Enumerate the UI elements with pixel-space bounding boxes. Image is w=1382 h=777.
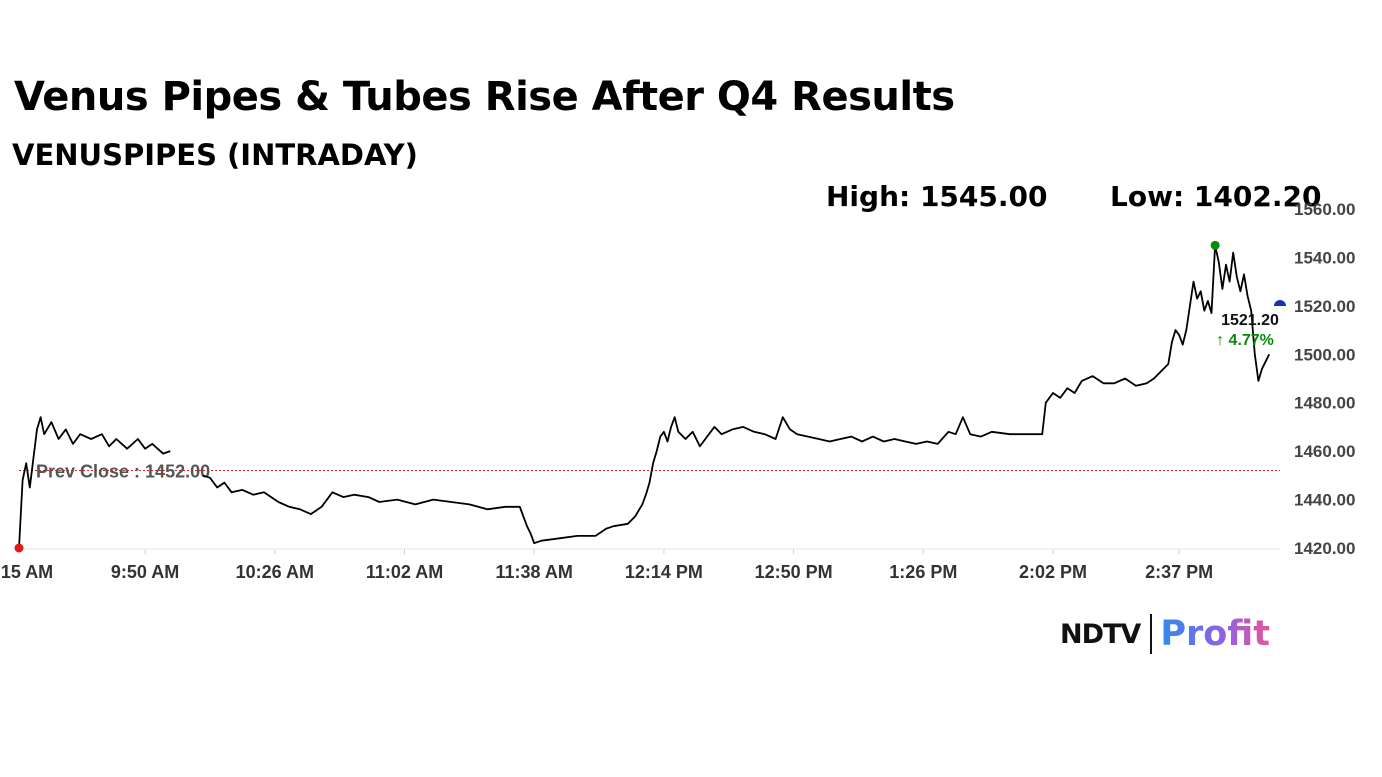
x-tick-label: 10:26 AM	[236, 562, 314, 582]
x-tick-label: 2:02 PM	[1019, 562, 1087, 582]
y-axis-ticks: 1560.00 1540.00 1520.00 1500.00 1480.00 1460.…	[1294, 200, 1355, 558]
high-marker	[1210, 240, 1220, 250]
y-tick-label: 1480.00	[1294, 394, 1355, 413]
x-tick-label: 9:15 AM	[0, 562, 53, 582]
ndtv-profit-logo: NDTV Profit	[1060, 612, 1270, 656]
change-percent-label: ↑ 4.77%	[1216, 332, 1274, 349]
high-price-label: High: 1545.00	[826, 180, 1048, 213]
price-markers	[14, 240, 1286, 553]
y-tick-label: 1420.00	[1294, 539, 1355, 558]
x-axis-ticks: 9:15 AM 9:50 AM 10:26 AM 11:02 AM 11:38 AM 12…	[0, 549, 1213, 582]
y-tick-label: 1440.00	[1294, 491, 1355, 510]
x-tick-label: 2:37 PM	[1145, 562, 1213, 582]
x-tick-label: 11:38 AM	[496, 562, 573, 582]
y-tick-label: 1520.00	[1294, 297, 1355, 316]
y-tick-label: 1500.00	[1294, 345, 1355, 364]
logo-divider	[1150, 614, 1153, 654]
price-series	[18, 244, 1271, 549]
low-price-label: Low: 1402.20	[1110, 180, 1322, 213]
price-line	[18, 416, 171, 549]
low-marker	[14, 543, 24, 553]
x-tick-label: 1:26 PM	[889, 562, 957, 582]
x-tick-label: 9:50 AM	[111, 562, 179, 582]
prev-close-label: Prev Close : 1452.00	[36, 462, 210, 482]
last-price-label: 1521.20	[1221, 312, 1279, 329]
y-tick-label: 1460.00	[1294, 442, 1355, 461]
y-tick-label: 1560.00	[1294, 200, 1355, 219]
x-tick-label: 12:14 PM	[625, 562, 703, 582]
price-line	[202, 244, 1271, 545]
y-tick-label: 1540.00	[1294, 248, 1355, 267]
x-tick-label: 11:02 AM	[366, 562, 443, 582]
chart-subtitle: VENUSPIPES (INTRADAY)	[12, 138, 418, 172]
logo-profit-text: Profit	[1160, 614, 1270, 654]
x-tick-label: 12:50 PM	[755, 562, 833, 582]
chart-title: Venus Pipes & Tubes Rise After Q4 Result…	[14, 74, 955, 120]
logo-ndtv-text: NDTV	[1060, 618, 1141, 650]
last-price-marker	[1274, 299, 1286, 306]
